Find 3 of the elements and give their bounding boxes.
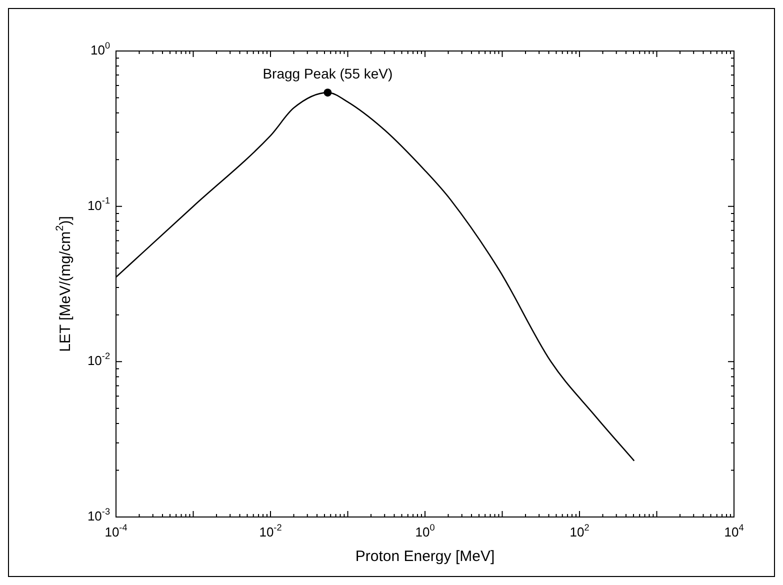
x-axis-title: Proton Energy [MeV] (355, 548, 495, 566)
y-axis-title: LET [MeV/(mg/cm2)] (54, 216, 74, 352)
annotation: Bragg Peak (55 keV) (262, 65, 393, 82)
